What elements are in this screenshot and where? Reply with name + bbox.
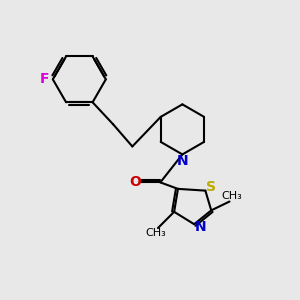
Text: CH₃: CH₃ — [221, 191, 242, 201]
Text: F: F — [40, 72, 49, 86]
Text: N: N — [177, 154, 188, 168]
Text: S: S — [206, 180, 216, 194]
Text: O: O — [129, 176, 141, 189]
Text: CH₃: CH₃ — [145, 228, 166, 238]
Text: N: N — [195, 220, 206, 234]
